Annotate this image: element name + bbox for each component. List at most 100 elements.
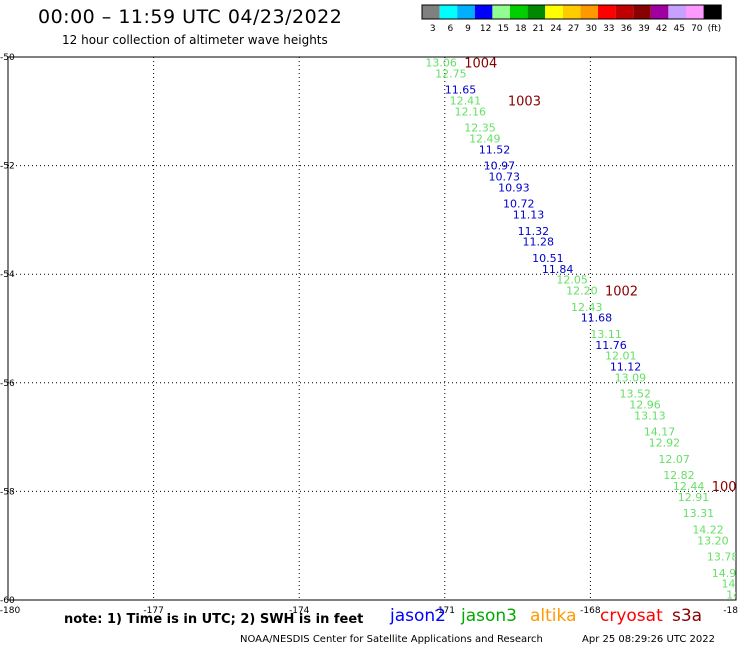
wave-height-label-jason2: 10.72: [503, 198, 535, 211]
x-tick-label: -174: [289, 606, 310, 616]
scale-label: 6: [448, 24, 454, 34]
scale-label: 45: [673, 24, 684, 34]
footer-note: note: 1) Time is in UTC; 2) SWH is in fe…: [64, 612, 364, 627]
y-tick-label: -58: [0, 487, 15, 497]
pressure-label: 1003: [508, 94, 541, 109]
x-tick-label: -171: [435, 606, 455, 616]
wave-height-label-jason3: 13.13: [634, 409, 666, 422]
wave-height-label-jason3: 12.75: [435, 67, 467, 80]
wave-height-label-jason3: 12.91: [678, 491, 710, 504]
scale-label: (ft): [708, 24, 722, 34]
wave-height-label-jason3: 12.96: [629, 399, 661, 412]
wave-height-label-jason3: 12.01: [605, 350, 637, 363]
wave-height-label-jason3: 13.09: [615, 371, 647, 384]
wave-height-label-jason3: 12.20: [566, 284, 598, 297]
wave-height-label-jason3: 14.02: [726, 589, 740, 602]
pressure-label: 1001: [712, 480, 740, 495]
scale-label: 18: [515, 24, 527, 34]
scale-swatch: [545, 5, 563, 19]
scale-label: 39: [638, 24, 650, 34]
scale-label: 27: [568, 24, 579, 34]
x-tick-label: -18: [723, 606, 738, 616]
wave-height-label-jason3: 14.17: [644, 426, 676, 439]
wave-height-label-jason3: 13.06: [425, 56, 457, 69]
wave-height-label-jason3: 13.11: [590, 328, 622, 341]
scale-label: 21: [533, 24, 544, 34]
wave-height-label-jason3: 12.35: [464, 122, 496, 135]
scale-swatch: [580, 5, 598, 19]
scale-swatch: [615, 5, 634, 19]
scale-label: 24: [550, 24, 562, 34]
scale-swatch: [562, 5, 581, 19]
wave-height-label-jason3: 13.52: [620, 388, 652, 401]
wave-height-label-jason3: 13.31: [683, 507, 715, 520]
wave-height-label-jason3: 12.07: [658, 453, 690, 466]
scale-swatch: [668, 5, 686, 19]
y-tick-label: -50: [0, 53, 15, 63]
wave-height-label-jason2: 11.76: [595, 339, 627, 352]
legend-altika: altika: [530, 606, 577, 626]
scale-label: 12: [480, 24, 491, 34]
chart-title: 00:00 – 11:59 UTC 04/23/2022: [38, 6, 343, 28]
wave-height-label-jason3: 12.16: [455, 105, 487, 118]
wave-height-label-jason3: 13.20: [697, 534, 729, 547]
scale-label: 33: [603, 24, 614, 34]
wave-height-label-jason2: 11.68: [581, 312, 613, 325]
wave-height-label-jason3: 12.82: [663, 469, 695, 482]
wave-height-label-jason3: 13.78: [707, 551, 739, 564]
scale-swatch: [598, 5, 616, 19]
scale-swatch: [686, 5, 704, 19]
wave-height-label-jason3: 12.44: [673, 480, 705, 493]
wave-height-label-jason3: 14.99: [712, 567, 740, 580]
wave-height-label-jason3: 13.: [736, 616, 740, 629]
wave-height-label-jason2: 11.32: [518, 225, 550, 238]
scale-swatch: [474, 5, 493, 19]
wave-height-label-jason2: 11.13: [513, 208, 545, 221]
x-tick-label: -168: [580, 606, 601, 616]
scale-swatch: [439, 5, 458, 19]
scale-swatch: [650, 5, 669, 19]
y-tick-label: -60: [0, 596, 15, 606]
scale-label: 3: [430, 24, 436, 34]
wave-height-label-jason2: 11.28: [522, 236, 554, 249]
scale-label: 70: [691, 24, 703, 34]
legend-s3a: s3a: [672, 606, 703, 626]
pressure-label: 1002: [605, 284, 638, 299]
scale-swatch: [527, 5, 546, 19]
wave-height-label-jason3: 12.41: [450, 94, 482, 107]
y-tick-label: -56: [0, 379, 15, 389]
wave-height-label-jason2: 10.93: [498, 181, 529, 194]
wave-height-label-jason2: 11.52: [479, 143, 511, 156]
wave-height-label-jason2: 11.84: [542, 263, 574, 276]
map-frame: [7, 56, 737, 601]
legend-jason3: jason3: [461, 606, 517, 626]
scale-swatch: [633, 5, 651, 19]
scale-swatch: [703, 5, 722, 19]
generation-timestamp: Apr 25 08:29:26 UTC 2022: [582, 634, 715, 645]
y-tick-label: -52: [0, 162, 15, 172]
wave-height-label-jason2: 11.65: [445, 84, 477, 97]
scale-label: 30: [585, 24, 597, 34]
scale-label: 42: [656, 24, 667, 34]
wave-height-label-jason3: 14.28: [721, 578, 740, 591]
scale-label: 36: [621, 24, 633, 34]
x-tick-label: -180: [0, 606, 20, 616]
wave-height-label-jason2: 10.97: [484, 160, 516, 173]
wave-height-label-jason3: 14.22: [692, 523, 724, 536]
pressure-label: 1004: [464, 56, 497, 71]
wave-height-label-jason3: 12.92: [649, 437, 681, 450]
scale-swatch: [457, 5, 475, 19]
scale-swatch: [510, 5, 528, 19]
wave-height-label-jason3: 12.49: [469, 132, 501, 145]
legend-cryosat: cryosat: [600, 606, 663, 626]
scale-swatch: [492, 5, 510, 19]
x-tick-label: -177: [143, 606, 163, 616]
scale-label: 9: [465, 24, 471, 34]
scale-swatch: [422, 5, 440, 19]
y-tick-label: -54: [0, 270, 15, 280]
wave-height-label-jason2: 10.51: [532, 252, 564, 265]
wave-height-label-jason3: 12.43: [571, 301, 603, 314]
wave-height-label-jason2: 11.12: [610, 361, 642, 374]
